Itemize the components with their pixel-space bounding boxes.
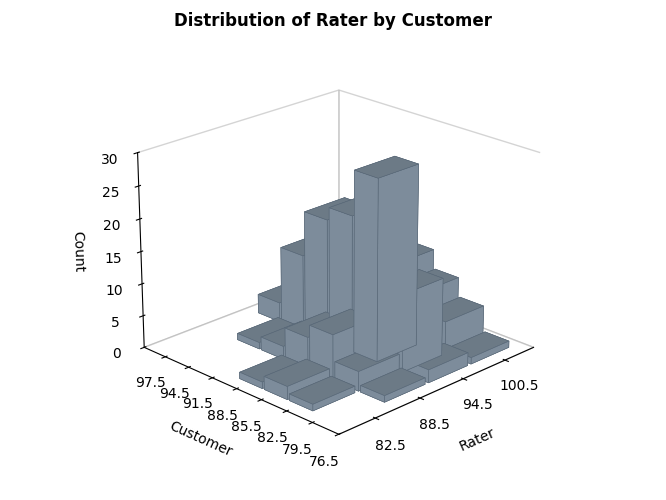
Y-axis label: Customer: Customer (167, 420, 234, 460)
X-axis label: Rater: Rater (457, 426, 498, 454)
Title: Distribution of Rater by Customer: Distribution of Rater by Customer (174, 12, 492, 30)
